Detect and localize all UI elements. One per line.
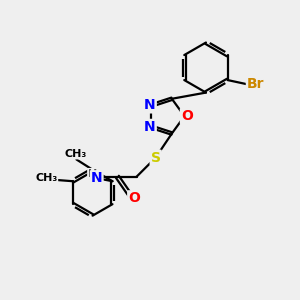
Text: O: O xyxy=(181,109,193,123)
Text: CH₃: CH₃ xyxy=(65,148,87,158)
Text: N: N xyxy=(91,171,103,185)
Text: N: N xyxy=(144,120,156,134)
Text: S: S xyxy=(151,151,160,165)
Text: CH₃: CH₃ xyxy=(35,173,57,183)
Text: H: H xyxy=(88,169,97,179)
Text: N: N xyxy=(144,98,156,112)
Text: Br: Br xyxy=(247,77,264,92)
Text: O: O xyxy=(128,191,140,205)
